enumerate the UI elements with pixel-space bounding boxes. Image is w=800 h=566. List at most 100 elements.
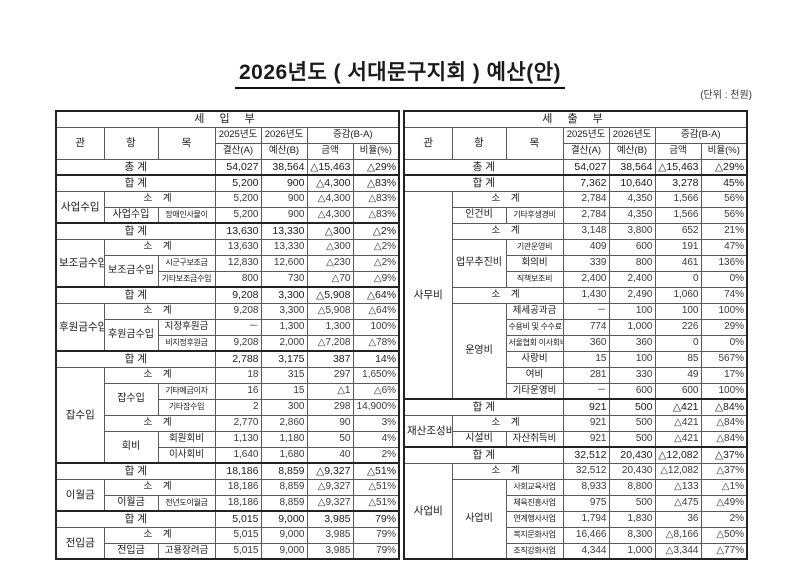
- page-title-text: 2026년도 ( 서대문구지회 ) 예산(안): [234, 56, 566, 89]
- cell-settle-a: 921: [562, 430, 610, 448]
- hang-subtotal-row: 사업비 소 계 32,512 20,430 △12,082 △37%: [403, 462, 748, 560]
- cell-settle-a: 2: [214, 398, 262, 416]
- cell-delta-rate: △6%: [352, 382, 400, 400]
- cell-delta-rate: 0%: [700, 270, 748, 288]
- group-sum-label: 합 계: [55, 510, 216, 528]
- cell-settle-a: 12,830: [214, 254, 262, 272]
- cell-settle-a: 8,933: [562, 478, 610, 496]
- column-header-year-curr: 2026년도: [608, 126, 656, 144]
- cell-settle-a: 5,200: [214, 190, 262, 208]
- cell-delta-amount: △475: [654, 494, 702, 512]
- column-header-gwan: 관: [403, 126, 453, 160]
- cell-settle-a: 9,208: [214, 286, 262, 304]
- cell-budget-b: 1,180: [260, 430, 308, 448]
- cell-budget-b: 9,000: [260, 542, 308, 560]
- cell-delta-rate: 4%: [352, 430, 400, 448]
- cell-delta-amount: 3,278: [654, 174, 702, 192]
- cell-settle-a: 921: [562, 414, 610, 432]
- cell-delta-rate: △77%: [700, 542, 748, 560]
- cell-budget-b: 3,175: [260, 350, 308, 368]
- cell-settle-a: 1,430: [562, 286, 610, 304]
- cell-budget-b: 360: [608, 334, 656, 352]
- cell-settle-a: 15: [562, 350, 610, 368]
- hang-cell: 사업수입: [103, 206, 159, 224]
- table-caption-row: 세 출 부: [403, 110, 748, 128]
- cell-settle-a: 7,362: [562, 174, 610, 192]
- column-header-hang: 항: [451, 126, 507, 160]
- cell-budget-b: 2,860: [260, 414, 308, 432]
- mok-row: 회의비 339 800 461 136%: [404, 254, 748, 272]
- group-sum-row: 합 계 2,788 3,175 387 14%: [55, 350, 400, 368]
- table-caption: 세 입 부: [55, 110, 400, 128]
- cell-delta-rate: 100%: [352, 318, 400, 336]
- cell-settle-a: －: [562, 382, 610, 400]
- cell-settle-a: 16: [214, 382, 262, 400]
- gwan-cell: 잡수입: [55, 366, 105, 464]
- cell-budget-b: 9,000: [260, 526, 308, 544]
- subtotal-label: 소 계: [451, 222, 564, 240]
- cell-delta-amount: △9,327: [306, 462, 354, 480]
- mok-row: 사업수입 장애인사물이 5,200 900 △4,300 △83%: [56, 206, 400, 224]
- group-sum-row: 합 계 13,630 13,330 △300 △2%: [55, 222, 400, 240]
- cell-delta-rate: △83%: [352, 190, 400, 208]
- cell-budget-b: 1,680: [260, 446, 308, 464]
- cell-budget-b: 13,330: [260, 222, 308, 240]
- cell-settle-a: 2,784: [562, 190, 610, 208]
- cell-delta-rate: 56%: [700, 190, 748, 208]
- cell-settle-a: 18,186: [214, 478, 262, 496]
- cell-delta-amount: △7,208: [306, 334, 354, 352]
- cell-delta-amount: 0: [654, 334, 702, 352]
- group-sum-row: 합 계 18,186 8,859 △9,327 △51%: [55, 462, 400, 480]
- group-sum-label: 합 계: [55, 286, 216, 304]
- gwan-cell: 사업비: [403, 462, 453, 560]
- group-sum-row: 합 계 5,015 9,000 3,985 79%: [55, 510, 400, 528]
- mok-row: 직책보조비 2,400 2,400 0 0%: [404, 270, 748, 288]
- cell-settle-a: 360: [562, 334, 610, 352]
- cell-delta-amount: 1,566: [654, 206, 702, 224]
- cell-settle-a: 800: [214, 270, 262, 288]
- hang-cell: 잡수입: [103, 382, 159, 416]
- cell-settle-a: 2,770: [214, 414, 262, 432]
- mok-cell: 회원회비: [157, 430, 216, 448]
- grand-total-row: 총 계 54,027 38,564 △15,463 △29%: [403, 158, 748, 176]
- mok-cell: 기타운영비: [505, 382, 564, 400]
- column-header-gwan: 관: [55, 126, 105, 160]
- cell-budget-b: 600: [608, 238, 656, 256]
- expense-table-wrap: 세 출 부 관 항 목 2025년도 2026년도 증감(B-A) 결산(A) 예산(B) 금액 비…: [403, 110, 749, 560]
- cell-settle-a: 9,208: [214, 334, 262, 352]
- cell-budget-b: 8,859: [260, 494, 308, 512]
- cell-delta-rate: 100%: [700, 302, 748, 320]
- mok-row: 잡수입 기타예금이자 16 15 △1 △6%: [56, 382, 400, 416]
- cell-delta-rate: △50%: [700, 526, 748, 544]
- cell-delta-amount: △300: [306, 238, 354, 256]
- cell-delta-rate: △2%: [352, 254, 400, 272]
- column-header-budget-b: 예산(B): [260, 142, 308, 160]
- column-header-settle-a: 결산(A): [562, 142, 610, 160]
- cell-delta-amount: 600: [654, 382, 702, 400]
- cell-budget-b: 100: [608, 302, 656, 320]
- cell-settle-a: 5,015: [214, 542, 262, 560]
- cell-delta-amount: 226: [654, 318, 702, 336]
- group-sum-label: 합 계: [55, 222, 216, 240]
- subtotal-label: 소 계: [103, 526, 216, 544]
- cell-budget-b: 1,000: [608, 318, 656, 336]
- cell-delta-rate: △51%: [352, 494, 400, 512]
- cell-budget-b: 1,300: [260, 318, 308, 336]
- column-header-year-curr: 2026년도: [260, 126, 308, 144]
- cell-delta-rate: 1,650%: [352, 366, 400, 384]
- mok-cell: 전년도이월금: [157, 494, 216, 512]
- cell-budget-b: 3,300: [260, 302, 308, 320]
- cell-delta-amount: △4,300: [306, 206, 354, 224]
- hang-cell: 사업비: [451, 478, 507, 560]
- hang-subtotal-row: 잡수입 소 계 18 315 297 1,650%: [55, 366, 400, 464]
- hang-subtotal-row: 소 계 2,770 2,860 90 3%: [56, 414, 400, 432]
- cell-delta-amount: △5,908: [306, 302, 354, 320]
- page-title: 2026년도 ( 서대문구지회 ) 예산(안): [0, 56, 800, 89]
- cell-delta-amount: △12,082: [654, 446, 702, 464]
- mok-row: 이월금 전년도이월금 18,186 8,859 △9,327 △51%: [56, 494, 400, 512]
- cell-delta-amount: 387: [306, 350, 354, 368]
- mok-row: 기타잡수입 2 300 298 14,900%: [56, 398, 400, 416]
- cell-delta-amount: 1,300: [306, 318, 354, 336]
- cell-settle-a: 921: [562, 398, 610, 416]
- hang-cell: 운영비: [451, 302, 507, 400]
